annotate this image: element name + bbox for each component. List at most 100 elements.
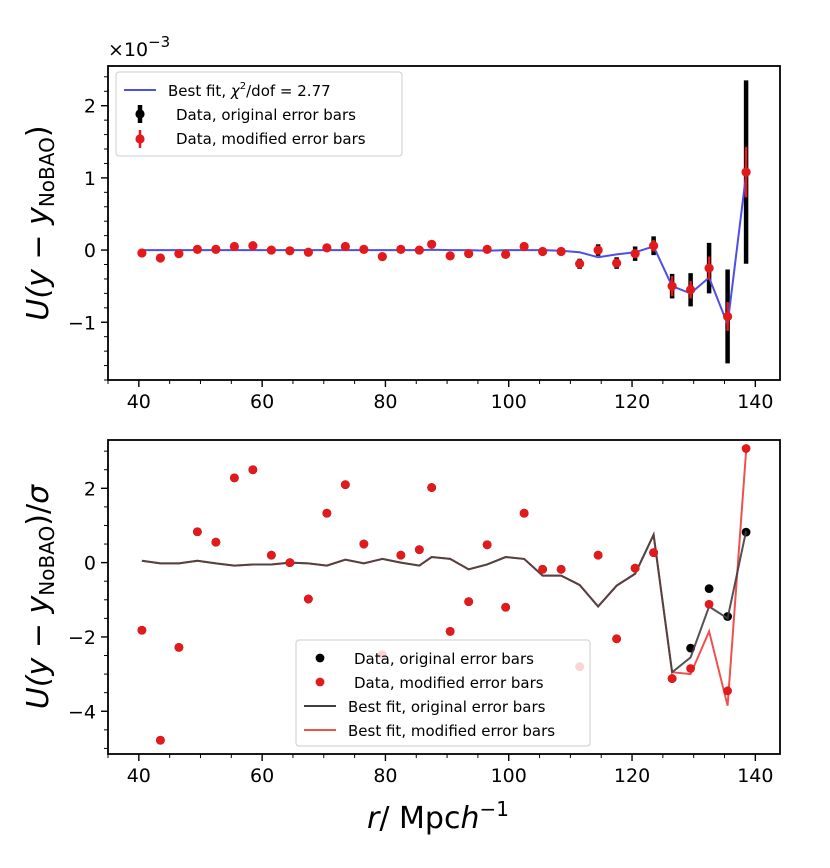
data-point-modified: [192, 244, 202, 254]
panel-bottom-ytick-label: −4: [68, 701, 96, 723]
data-point-modified: [649, 548, 659, 557]
legend-label: Data, original error bars: [354, 650, 534, 668]
panel-top-offset-base: ×10: [108, 39, 148, 61]
data-point-modified: [612, 258, 622, 268]
legend-marker-original: [135, 109, 145, 119]
data-point-modified: [192, 527, 202, 537]
panel-top-xtick-label: 100: [491, 391, 527, 413]
panel-bottom-plot-area: [137, 444, 751, 745]
panel-top-ylabel-sub: NoBAO: [35, 137, 59, 207]
data-point-modified: [501, 602, 511, 612]
legend-label-part: Best fit,: [168, 82, 231, 100]
data-point-modified: [174, 249, 184, 259]
panel-bottom-xtick-label: 60: [250, 765, 274, 787]
data-point-modified: [519, 241, 529, 252]
panel-bottom-ylabel-part: y: [21, 656, 56, 676]
legend-marker-modified: [135, 134, 145, 144]
panel-bottom-ylabel-part: y: [21, 594, 56, 614]
panel-bottom-xlabel-r: r: [367, 801, 381, 836]
data-point-modified: [649, 241, 659, 251]
data-point-modified: [155, 253, 166, 263]
legend-label-part: /dof = 2.77: [246, 82, 331, 100]
panel-top-ylabel-part: −: [21, 225, 56, 269]
panel-top-ylabel: U(y − yNoBAO): [21, 125, 59, 320]
data-point-modified: [266, 245, 276, 255]
data-point-modified: [723, 686, 732, 696]
legend-marker-dot: [315, 677, 325, 687]
data-point-modified: [156, 735, 165, 745]
data-point-modified: [482, 540, 492, 550]
data-point-modified: [211, 537, 221, 547]
data-point-modified: [359, 244, 369, 254]
panel-top-ylabel-part: y: [21, 268, 56, 288]
data-point-modified: [575, 259, 585, 269]
legend-label: Data, original error bars: [176, 106, 356, 124]
data-point-modified: [137, 625, 147, 635]
data-point-modified: [741, 444, 751, 453]
data-point-modified: [414, 545, 424, 555]
data-point-modified: [612, 634, 622, 644]
legend-box: [295, 639, 591, 747]
data-point-modified: [285, 558, 295, 568]
data-point-modified: [445, 626, 455, 636]
data-point-modified: [704, 263, 714, 273]
data-point-modified: [519, 508, 529, 518]
panel-top-ytick-label: −1: [68, 312, 96, 334]
legend-label: Best fit, original error bars: [348, 698, 546, 716]
panel-top-xtick-label: 60: [250, 391, 274, 413]
data-point-modified: [396, 244, 406, 254]
data-point-modified: [686, 664, 696, 673]
panel-top-ytick-label: 0: [84, 240, 96, 262]
data-point-modified: [464, 597, 474, 607]
data-point-modified: [285, 246, 295, 256]
data-point-original: [704, 584, 714, 594]
data-point-modified: [137, 248, 147, 258]
panel-bottom-ytick-label: 2: [84, 478, 96, 500]
panel-bottom-xtick-label: 140: [737, 765, 773, 787]
panel-bottom-xtick-label: 40: [127, 765, 151, 787]
panel-top-plot-area: [137, 80, 751, 364]
data-point-modified: [538, 246, 548, 257]
data-point-modified: [464, 249, 474, 259]
data-point-modified: [593, 245, 603, 255]
data-point-modified: [686, 285, 696, 295]
data-point-modified: [630, 563, 640, 573]
data-point-modified: [229, 241, 239, 252]
data-point-modified: [704, 599, 714, 609]
data-point-modified: [593, 550, 603, 560]
panel-bottom-xlabel: r/ Mpch−1: [367, 797, 509, 836]
data-point-modified: [445, 251, 455, 261]
panel-bottom-ytick-label: 0: [84, 553, 96, 575]
panel-top-offset-label: ×10−3: [108, 33, 170, 61]
data-point-modified: [322, 508, 332, 518]
legend-box: [115, 71, 403, 157]
panel-top-offset-exp: −3: [148, 33, 170, 51]
panel-top-ytick-label: 1: [84, 168, 96, 190]
data-point-modified: [427, 239, 437, 249]
data-point-modified: [229, 473, 239, 483]
panel-top-xtick-label: 40: [127, 391, 151, 413]
data-point-modified: [248, 465, 258, 475]
panel-bottom-ylabel-part: )/: [21, 503, 56, 526]
panel-top-ylabel-part: ): [21, 125, 56, 137]
data-point-modified: [340, 241, 350, 252]
data-point-modified: [630, 249, 640, 259]
data-point-modified: [556, 246, 566, 257]
panel-bottom-xtick-label: 120: [614, 765, 650, 787]
data-point-modified: [667, 281, 677, 291]
legend-label: Best fit, modified error bars: [348, 722, 555, 740]
data-point-modified: [722, 311, 733, 322]
best-fit-line: [141, 174, 748, 325]
data-point-modified: [538, 564, 548, 574]
data-point-modified: [427, 483, 437, 492]
panel-bottom-ylabel-sub: NoBAO: [35, 526, 59, 596]
data-point-modified: [414, 245, 424, 255]
data-point-modified: [322, 243, 332, 253]
panel-top-xtick-label: 140: [737, 391, 773, 413]
legend-label: Best fit, χ2/dof = 2.77: [168, 81, 331, 100]
data-point-modified: [556, 564, 566, 574]
legend-label: Data, modified error bars: [354, 674, 544, 692]
panel-bottom-xlabel-h: h: [460, 801, 479, 836]
